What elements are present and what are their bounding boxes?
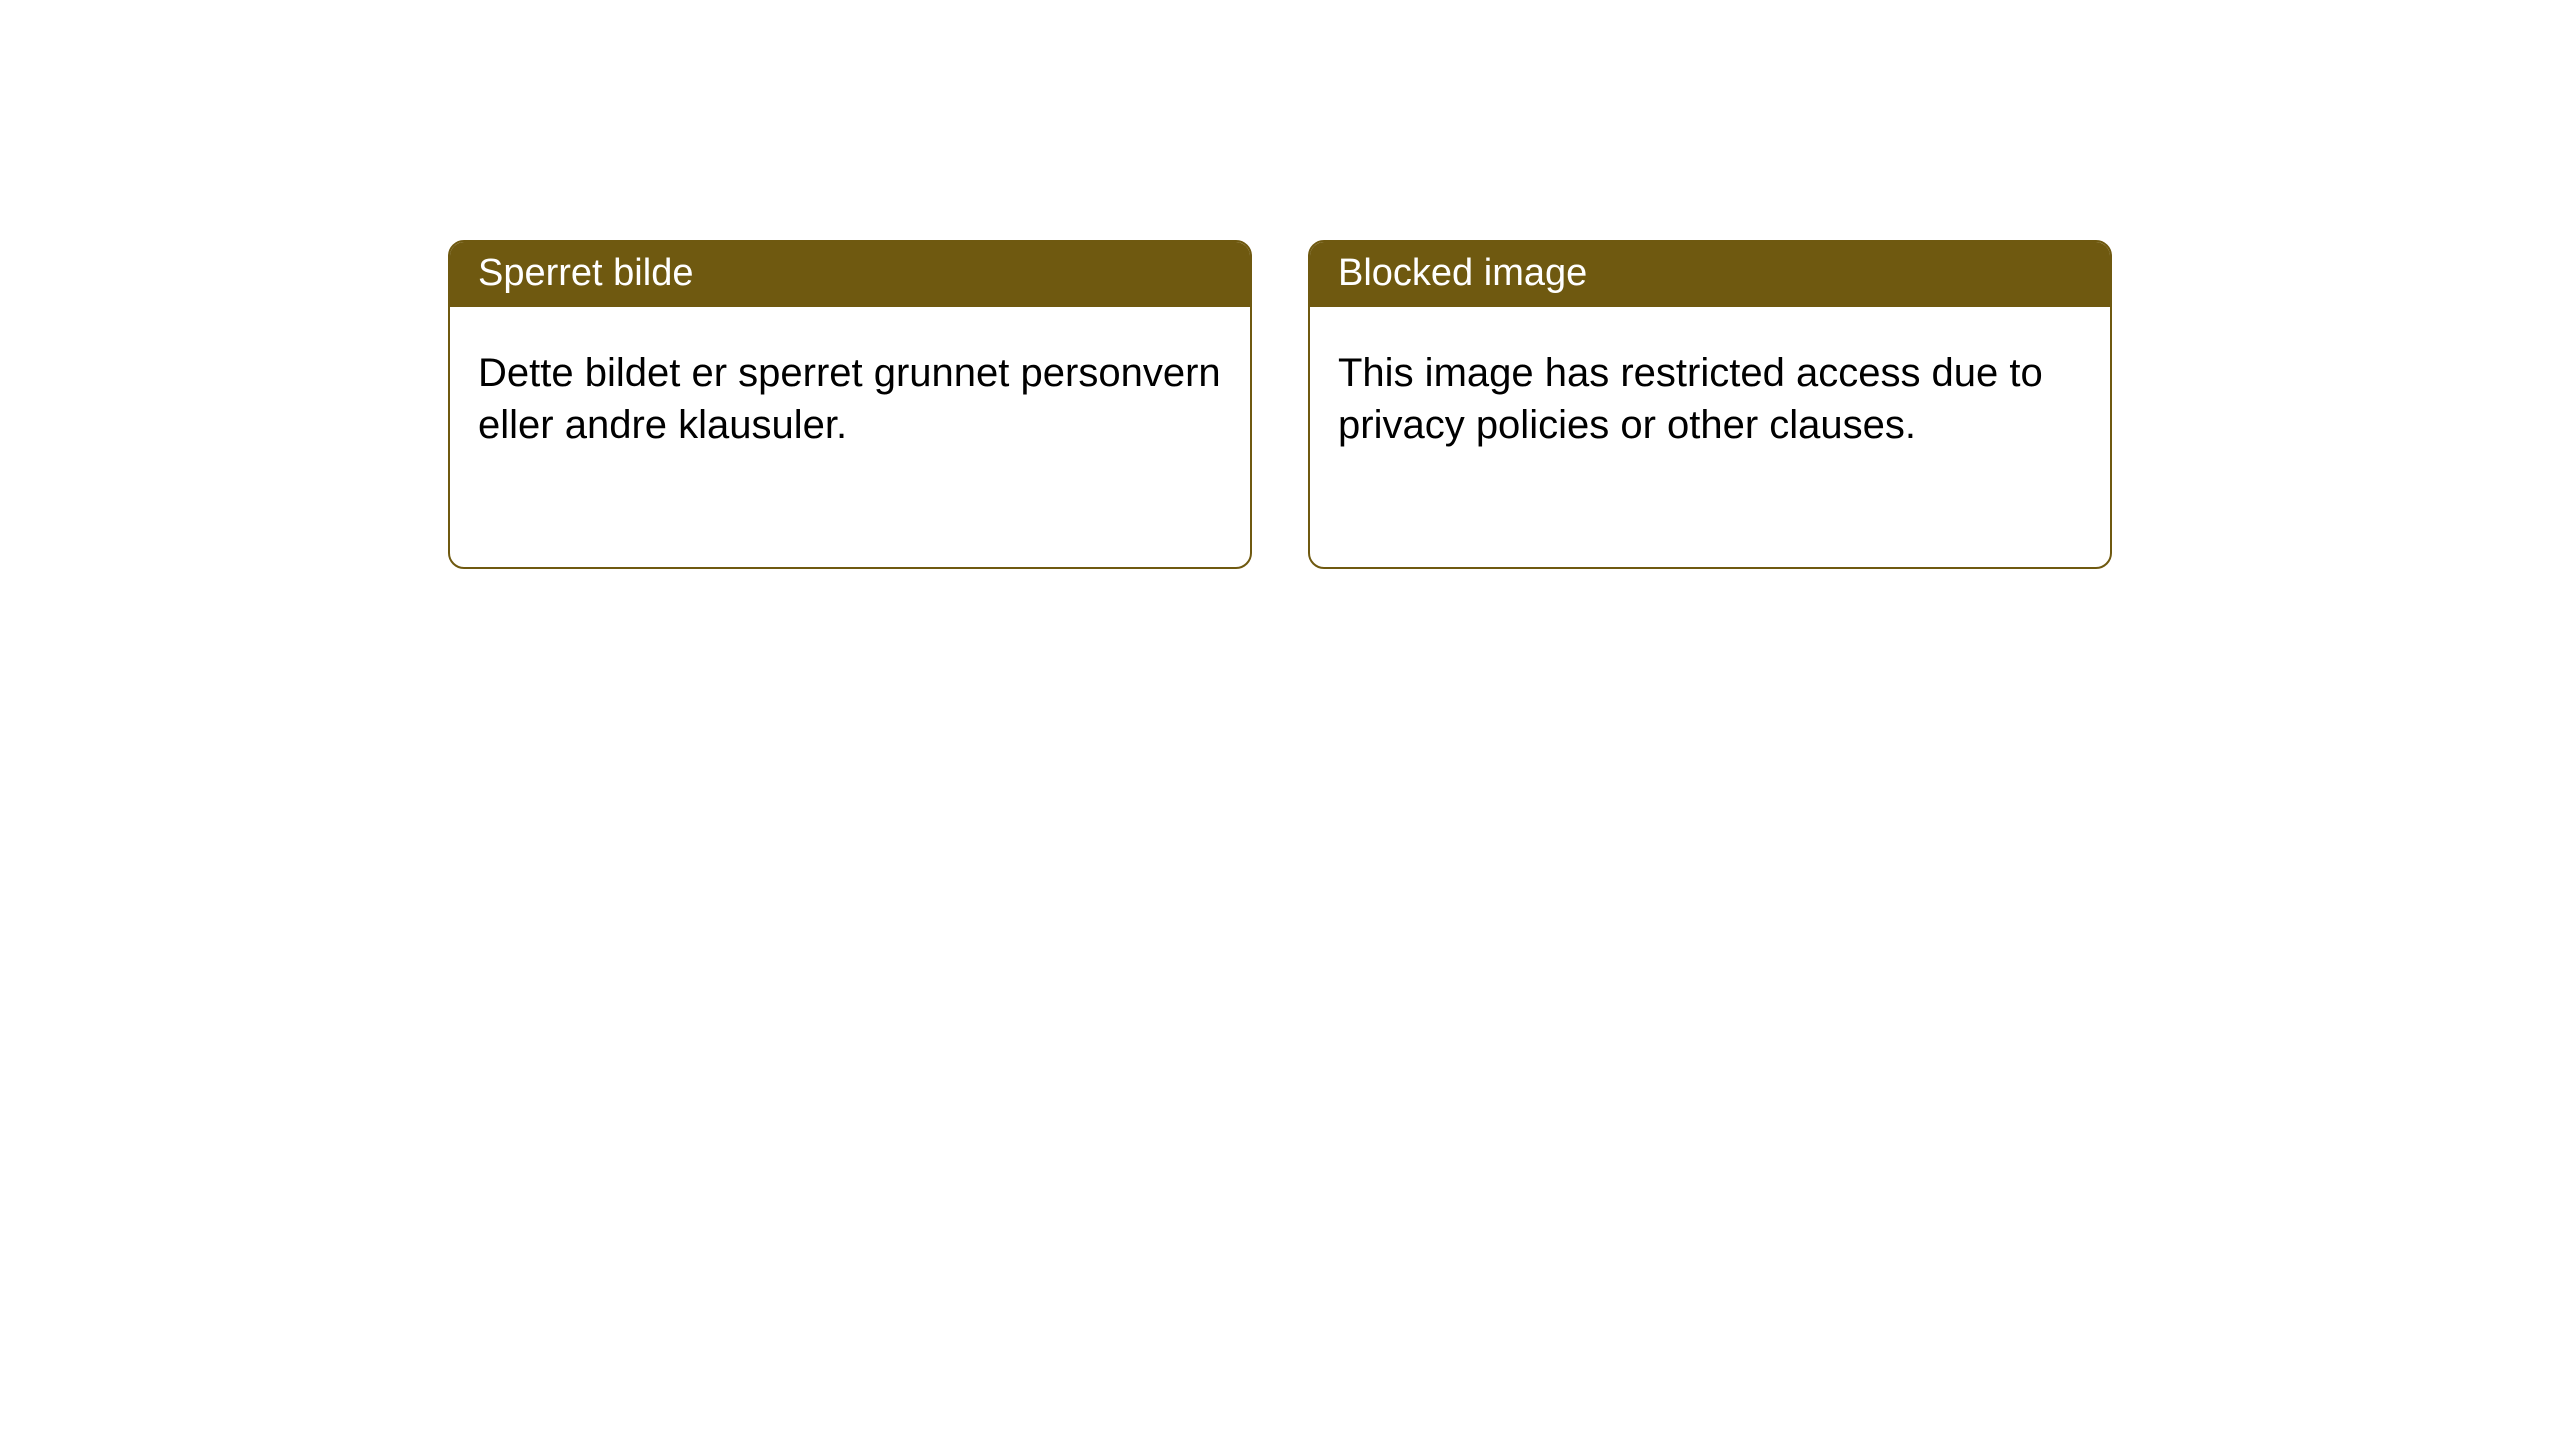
notice-card-norwegian: Sperret bilde Dette bildet er sperret gr… (448, 240, 1252, 569)
card-body-text: Dette bildet er sperret grunnet personve… (478, 351, 1221, 447)
card-body: Dette bildet er sperret grunnet personve… (450, 307, 1250, 567)
card-title: Sperret bilde (478, 252, 693, 294)
notice-container: Sperret bilde Dette bildet er sperret gr… (0, 0, 2560, 569)
card-header: Blocked image (1310, 242, 2110, 307)
card-body-text: This image has restricted access due to … (1338, 351, 2043, 447)
card-body: This image has restricted access due to … (1310, 307, 2110, 567)
card-header: Sperret bilde (450, 242, 1250, 307)
notice-card-english: Blocked image This image has restricted … (1308, 240, 2112, 569)
card-title: Blocked image (1338, 252, 1587, 294)
